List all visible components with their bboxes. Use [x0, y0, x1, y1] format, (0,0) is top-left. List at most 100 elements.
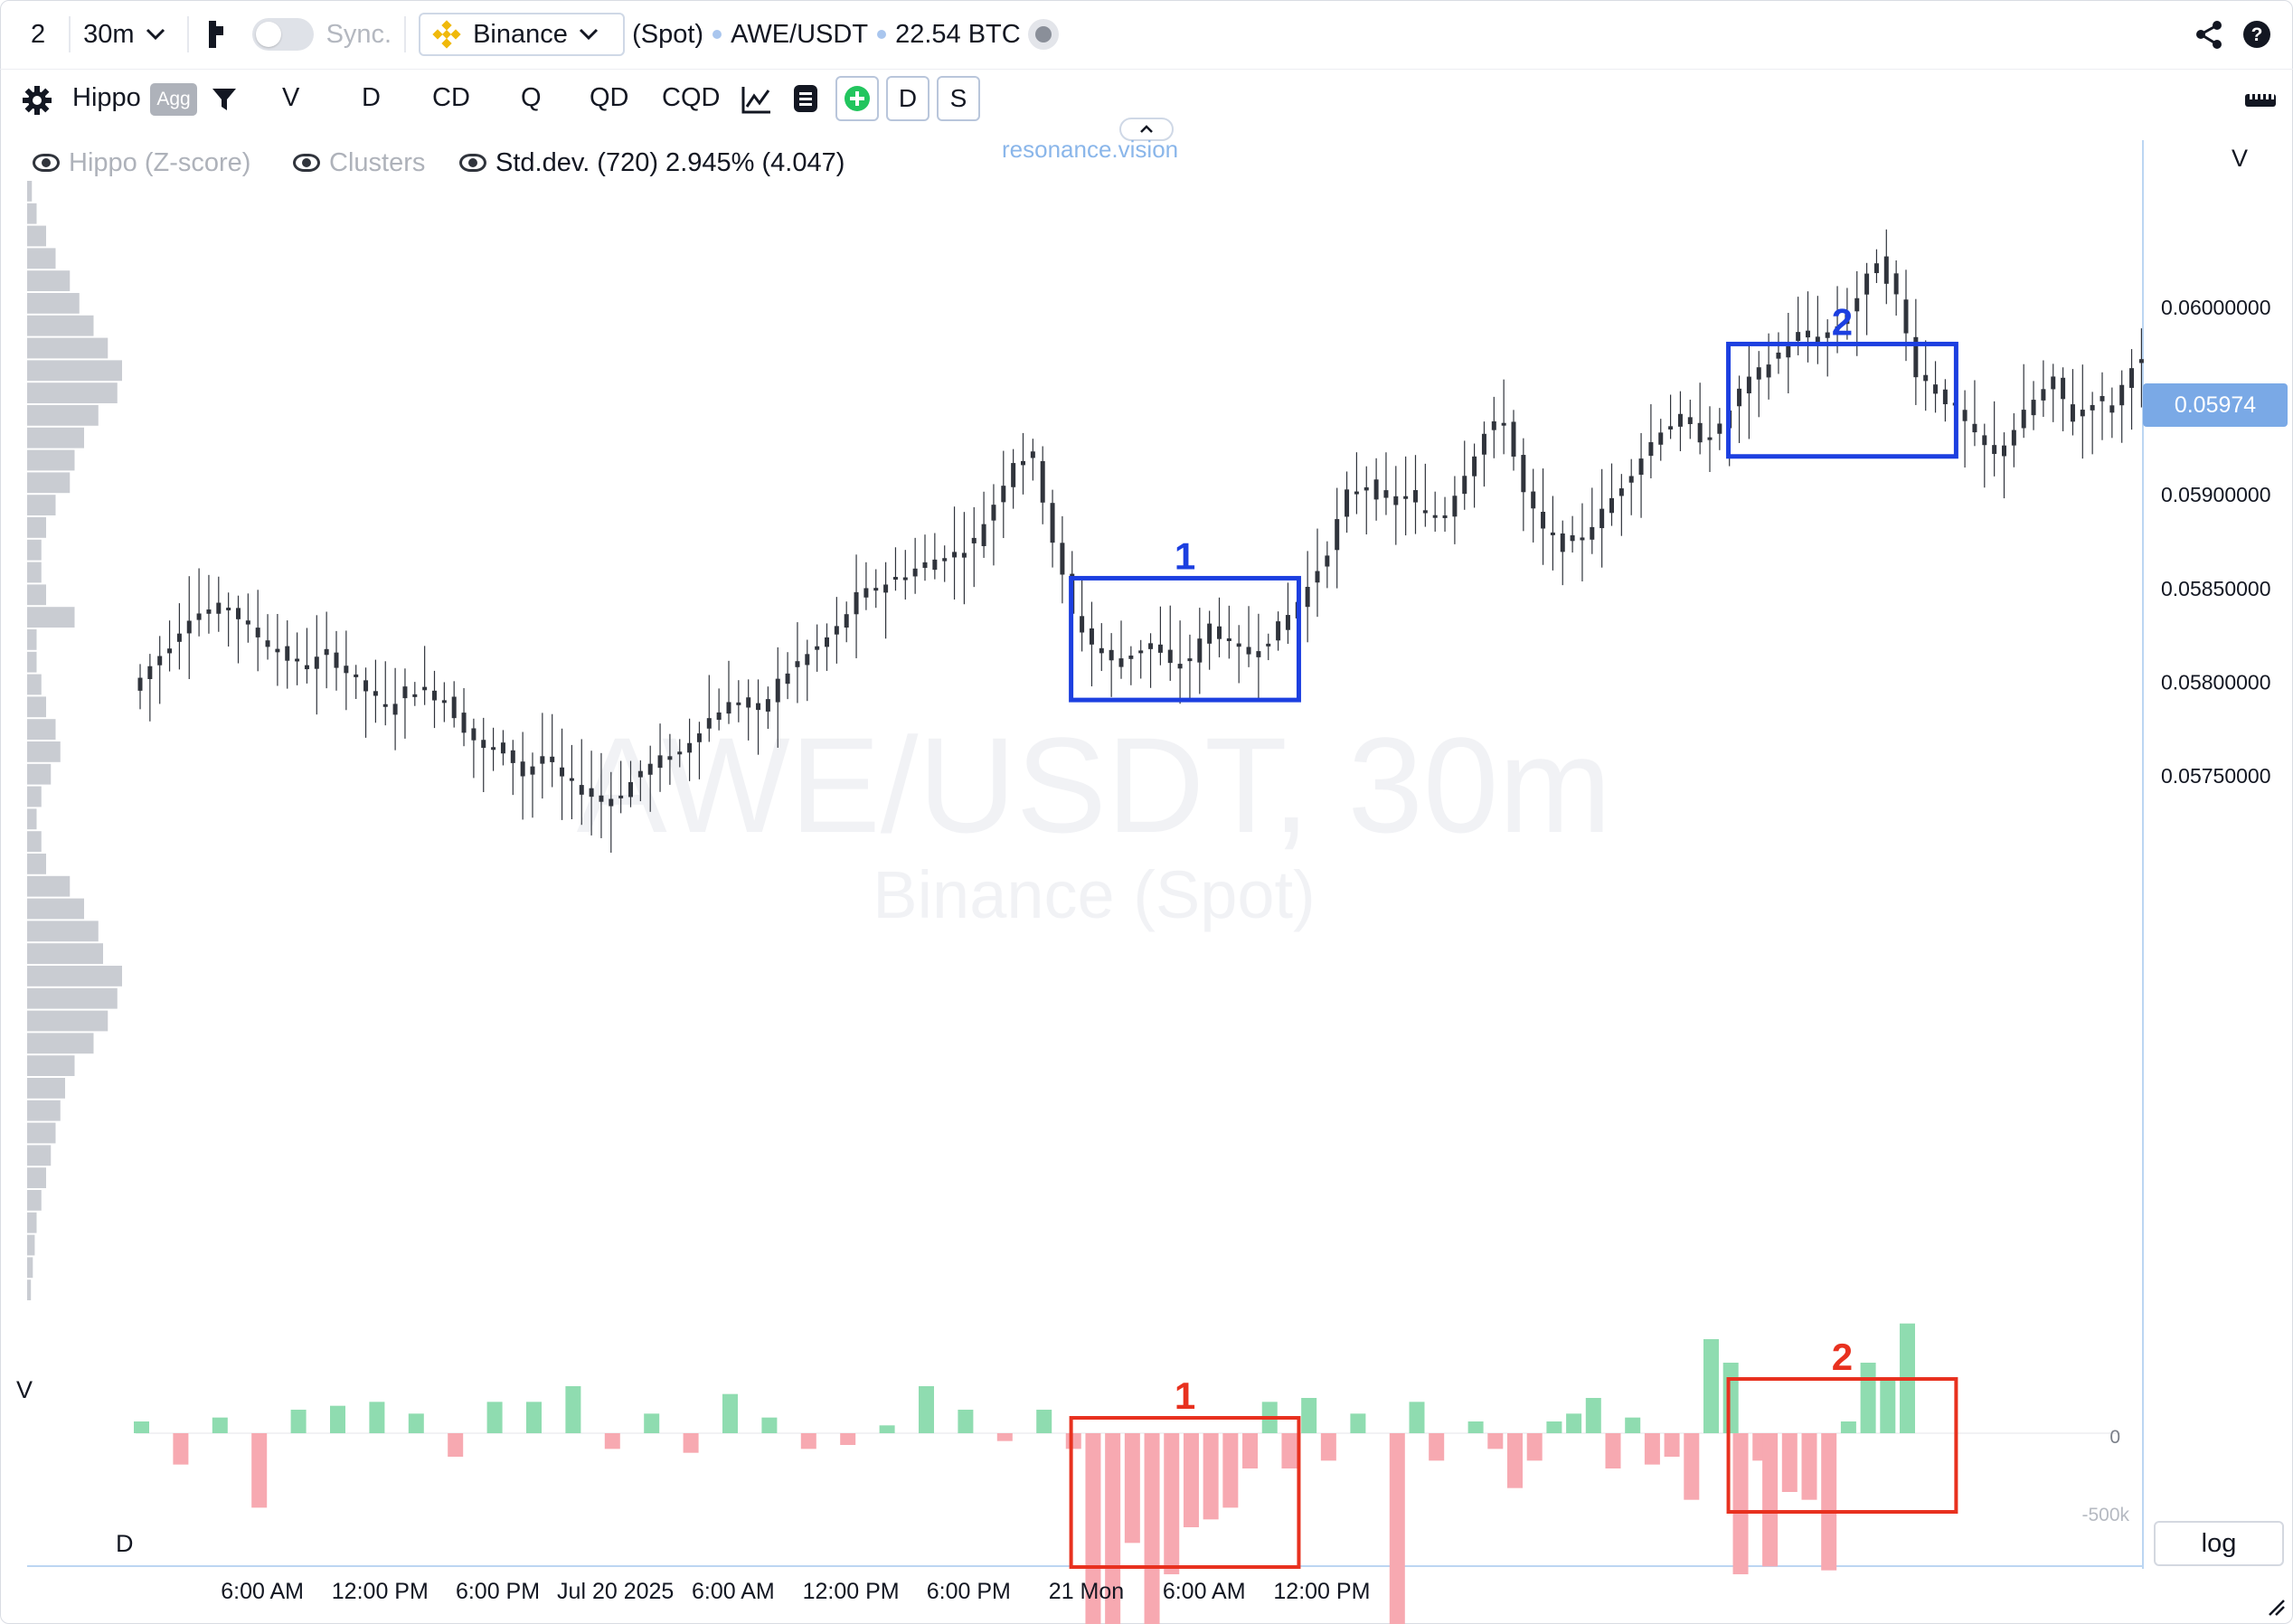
delta-bar: [879, 1425, 895, 1433]
candle-body: [785, 673, 790, 685]
share-icon[interactable]: [2195, 20, 2224, 49]
volume-profile-bar: [27, 831, 42, 852]
legend-stddev[interactable]: Std.dev. (720) 2.945% (4.047): [459, 145, 845, 181]
candle-body: [2119, 384, 2125, 406]
filter-icon[interactable]: [212, 87, 237, 112]
delta-bar: [1526, 1433, 1543, 1461]
candle-body: [265, 640, 270, 647]
collapse-toolbar-button[interactable]: [1119, 118, 1174, 141]
s-button[interactable]: S: [937, 76, 980, 121]
candle-body: [1276, 621, 1281, 641]
time-tick-label: 12:00 PM: [803, 1579, 900, 1604]
candle-body: [726, 702, 731, 714]
candle-body: [1452, 496, 1458, 517]
delta-bar: [212, 1417, 228, 1433]
exchange-select[interactable]: Binance: [419, 13, 626, 56]
time-tick-label: 6:00 AM: [221, 1579, 304, 1604]
candle-body: [815, 646, 820, 650]
line-chart-icon[interactable]: [741, 85, 772, 114]
candle-body: [2100, 395, 2105, 401]
chevron-down-icon: [579, 28, 598, 41]
agg-badge[interactable]: Agg: [150, 83, 197, 116]
ruler-icon[interactable]: [2244, 90, 2277, 109]
volume-profile-bar: [27, 921, 99, 942]
help-icon[interactable]: ?: [2242, 20, 2271, 49]
plus-circle-icon: [845, 86, 870, 111]
time-axis[interactable]: 6:00 AM 12:00 PM 6:00 PM Jul 20 2025 6:00 AM…: [221, 1579, 1370, 1604]
tab-v[interactable]: V: [282, 83, 300, 112]
delta-bar: [486, 1402, 503, 1433]
candle-body: [1697, 422, 1703, 443]
candle-body: [471, 728, 477, 741]
delta-bar: [1546, 1421, 1562, 1433]
candles: [137, 229, 2144, 853]
volume-profile-bar: [27, 763, 52, 785]
candle-body: [2061, 377, 2066, 400]
delta-bar: [722, 1393, 738, 1433]
delta-bar: [1429, 1433, 1445, 1461]
candle-body: [628, 781, 633, 798]
delta-bar: [1684, 1433, 1700, 1500]
volume-profile-bar: [27, 1122, 56, 1144]
volume-profile-bar: [27, 943, 103, 964]
candle-body: [1854, 297, 1860, 312]
drawing-tool-icon[interactable]: [207, 19, 225, 50]
volume-profile-bar: [27, 181, 33, 202]
tab-d[interactable]: D: [362, 83, 381, 112]
delta-bar: [761, 1417, 778, 1433]
candle-body: [667, 756, 673, 760]
candle-body: [736, 702, 741, 705]
resize-handle-icon[interactable]: [2268, 1599, 2286, 1617]
blue-box-label: 2: [1832, 300, 1853, 343]
candle-body: [1796, 332, 1801, 342]
candle-body: [637, 770, 643, 778]
candle-body: [1982, 435, 1987, 446]
volume-profile-bar: [27, 495, 56, 515]
candle-body: [1040, 460, 1045, 503]
candle-body: [883, 584, 889, 593]
time-tick-label: 6:00 PM: [456, 1579, 540, 1604]
symbol-pair[interactable]: AWE/USDT: [731, 19, 869, 49]
tab-cd[interactable]: CD: [432, 83, 470, 112]
red-box-label: 1: [1175, 1374, 1195, 1417]
legend-clusters[interactable]: Clusters: [293, 145, 425, 181]
timeframe-select[interactable]: 30m: [83, 19, 135, 49]
candle-body: [1226, 638, 1231, 642]
price-tick-label: 0.06000000: [2161, 296, 2271, 319]
d-button[interactable]: D: [886, 76, 929, 121]
chevron-down-icon[interactable]: [146, 28, 165, 41]
candle-body: [1746, 376, 1751, 394]
candle-body: [677, 751, 683, 755]
price-axis[interactable]: 0.060000000.059500000.059000000.05850000…: [2161, 296, 2271, 788]
candle-body: [1893, 273, 1899, 295]
candle-body: [1011, 463, 1016, 487]
volume-profile-bar: [27, 382, 118, 403]
candle-body: [1501, 422, 1506, 426]
candle-body: [1030, 451, 1035, 458]
candle-body: [1060, 543, 1065, 575]
candle-body: [1658, 432, 1664, 445]
legend-hippo[interactable]: Hippo (Z-score): [33, 145, 250, 181]
volume-profile-bar: [27, 854, 46, 874]
tab-cqd[interactable]: CQD: [662, 83, 721, 112]
delta-bar: [1821, 1433, 1837, 1571]
notes-icon[interactable]: [792, 83, 819, 114]
delta-bar: [1703, 1339, 1719, 1433]
dot-separator: [877, 30, 887, 39]
sync-toggle[interactable]: [251, 18, 314, 51]
candle-body: [1806, 330, 1810, 338]
volume-profile-bar: [27, 360, 122, 382]
candle-body: [245, 620, 250, 625]
tab-q[interactable]: Q: [521, 83, 542, 112]
candle-body: [1266, 643, 1271, 647]
settings-gear-icon[interactable]: [22, 85, 52, 116]
delta-bar: [1644, 1433, 1660, 1465]
log-scale-button[interactable]: log: [2154, 1521, 2284, 1566]
layout-number[interactable]: 2: [31, 19, 46, 49]
brand-link[interactable]: resonance.vision: [1002, 136, 1179, 163]
indicator-name[interactable]: Hippo: [72, 83, 141, 112]
tab-qd[interactable]: QD: [590, 83, 629, 112]
candle-body: [1256, 651, 1261, 657]
add-indicator-button[interactable]: [835, 76, 879, 121]
